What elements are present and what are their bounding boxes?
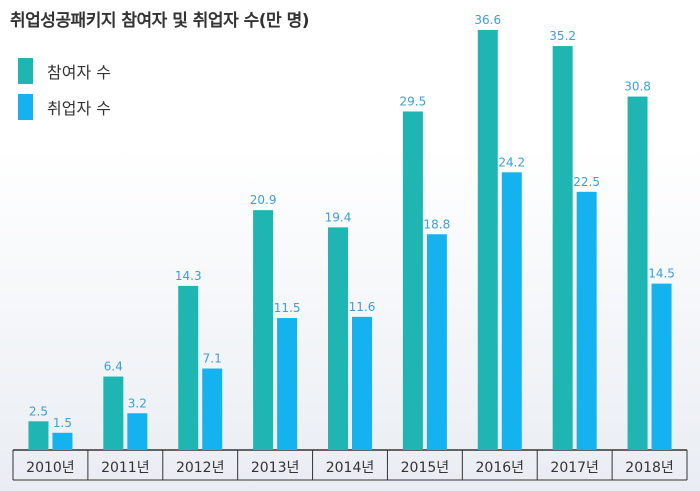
bar-participants xyxy=(178,285,199,450)
bar-employed xyxy=(202,368,223,450)
data-label-employed: 11.6 xyxy=(349,300,376,314)
bar-employed xyxy=(426,234,447,450)
x-tick-label: 2010년 xyxy=(26,460,75,476)
data-label-participants: 36.6 xyxy=(474,13,501,27)
data-label-employed: 22.5 xyxy=(573,175,600,189)
bar-employed xyxy=(651,283,672,450)
bar-participants xyxy=(402,111,423,451)
bar-participants xyxy=(552,46,573,450)
bar-participants xyxy=(627,96,648,451)
data-label-participants: 20.9 xyxy=(250,193,277,207)
legend-swatch-employed xyxy=(18,94,33,120)
legend-item-employed: 취업자 수 xyxy=(18,92,111,122)
bar-participants xyxy=(477,30,498,450)
data-label-employed: 14.5 xyxy=(648,267,675,281)
data-label-participants: 14.3 xyxy=(175,269,202,283)
x-tick-label: 2017년 xyxy=(550,460,599,476)
x-tick-label: 2013년 xyxy=(251,460,300,476)
x-tick-label: 2012년 xyxy=(176,460,225,476)
bar-employed xyxy=(52,432,73,450)
bar-participants xyxy=(103,376,124,450)
bar-employed xyxy=(277,318,298,450)
data-label-participants: 19.4 xyxy=(325,210,352,224)
x-tick-label: 2018년 xyxy=(625,460,674,476)
legend-swatch-participants xyxy=(18,58,33,84)
data-label-participants: 2.5 xyxy=(29,404,48,418)
bar-participants xyxy=(253,210,274,450)
bar-employed xyxy=(352,316,372,450)
x-tick-label: 2015년 xyxy=(401,460,450,476)
data-label-employed: 24.2 xyxy=(498,155,525,169)
legend-label-employed: 취업자 수 xyxy=(47,99,111,118)
bar-participants xyxy=(28,421,49,450)
bar-employed xyxy=(501,172,522,450)
data-label-participants: 35.2 xyxy=(549,29,576,43)
chart-title: 취업성공패키지 참여자 및 취업자 수(만 명) xyxy=(10,11,310,31)
data-label-employed: 7.1 xyxy=(203,352,222,366)
x-tick-label: 2014년 xyxy=(326,460,375,476)
data-label-employed: 18.8 xyxy=(424,217,451,231)
legend-item-participants: 참여자 수 xyxy=(18,56,111,86)
bar-participants xyxy=(328,227,348,450)
legend-label-participants: 참여자 수 xyxy=(47,63,111,82)
legend: 참여자 수 취업자 수 xyxy=(18,56,111,128)
data-label-participants: 6.4 xyxy=(104,360,123,374)
data-label-employed: 1.5 xyxy=(53,416,72,430)
x-tick-label: 2011년 xyxy=(101,460,150,476)
data-label-employed: 3.2 xyxy=(128,396,147,410)
bar-employed xyxy=(127,413,148,450)
data-label-employed: 11.5 xyxy=(274,301,301,315)
data-label-participants: 29.5 xyxy=(400,94,427,108)
bar-employed xyxy=(576,191,597,450)
x-tick-label: 2016년 xyxy=(476,460,525,476)
data-label-participants: 30.8 xyxy=(624,80,651,94)
